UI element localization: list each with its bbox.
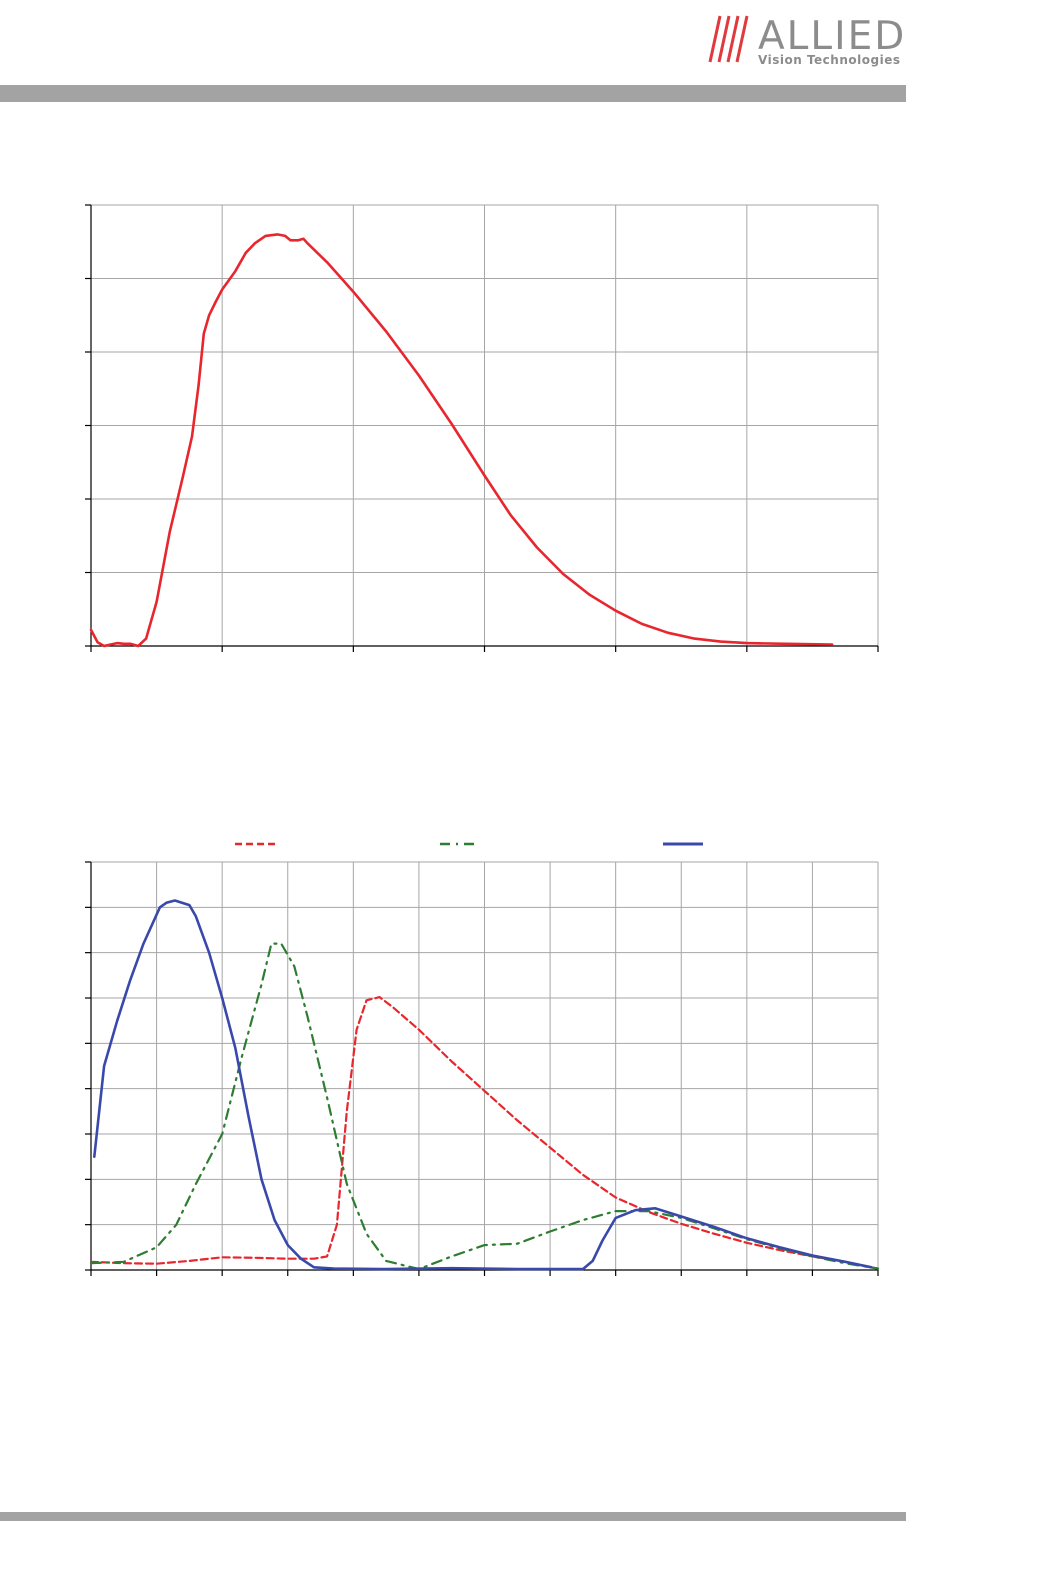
plot-area	[85, 204, 879, 652]
plot-area	[85, 861, 879, 1276]
logo-wordmark: ALLIED	[758, 14, 906, 59]
logo-tagline: Vision Technologies	[758, 53, 900, 67]
allied-vision-logo: ALLIED Vision Technologies	[708, 14, 906, 67]
color-response-chart	[85, 842, 880, 1276]
series-line-1	[89, 996, 880, 1270]
series-line-1	[89, 233, 834, 648]
footer-rule	[0, 1512, 906, 1521]
header-rule	[0, 85, 906, 102]
series-line-2	[89, 942, 880, 1271]
response-curve-chart	[85, 204, 879, 652]
series-line-3	[93, 899, 873, 1271]
logo-slashes	[708, 15, 749, 63]
